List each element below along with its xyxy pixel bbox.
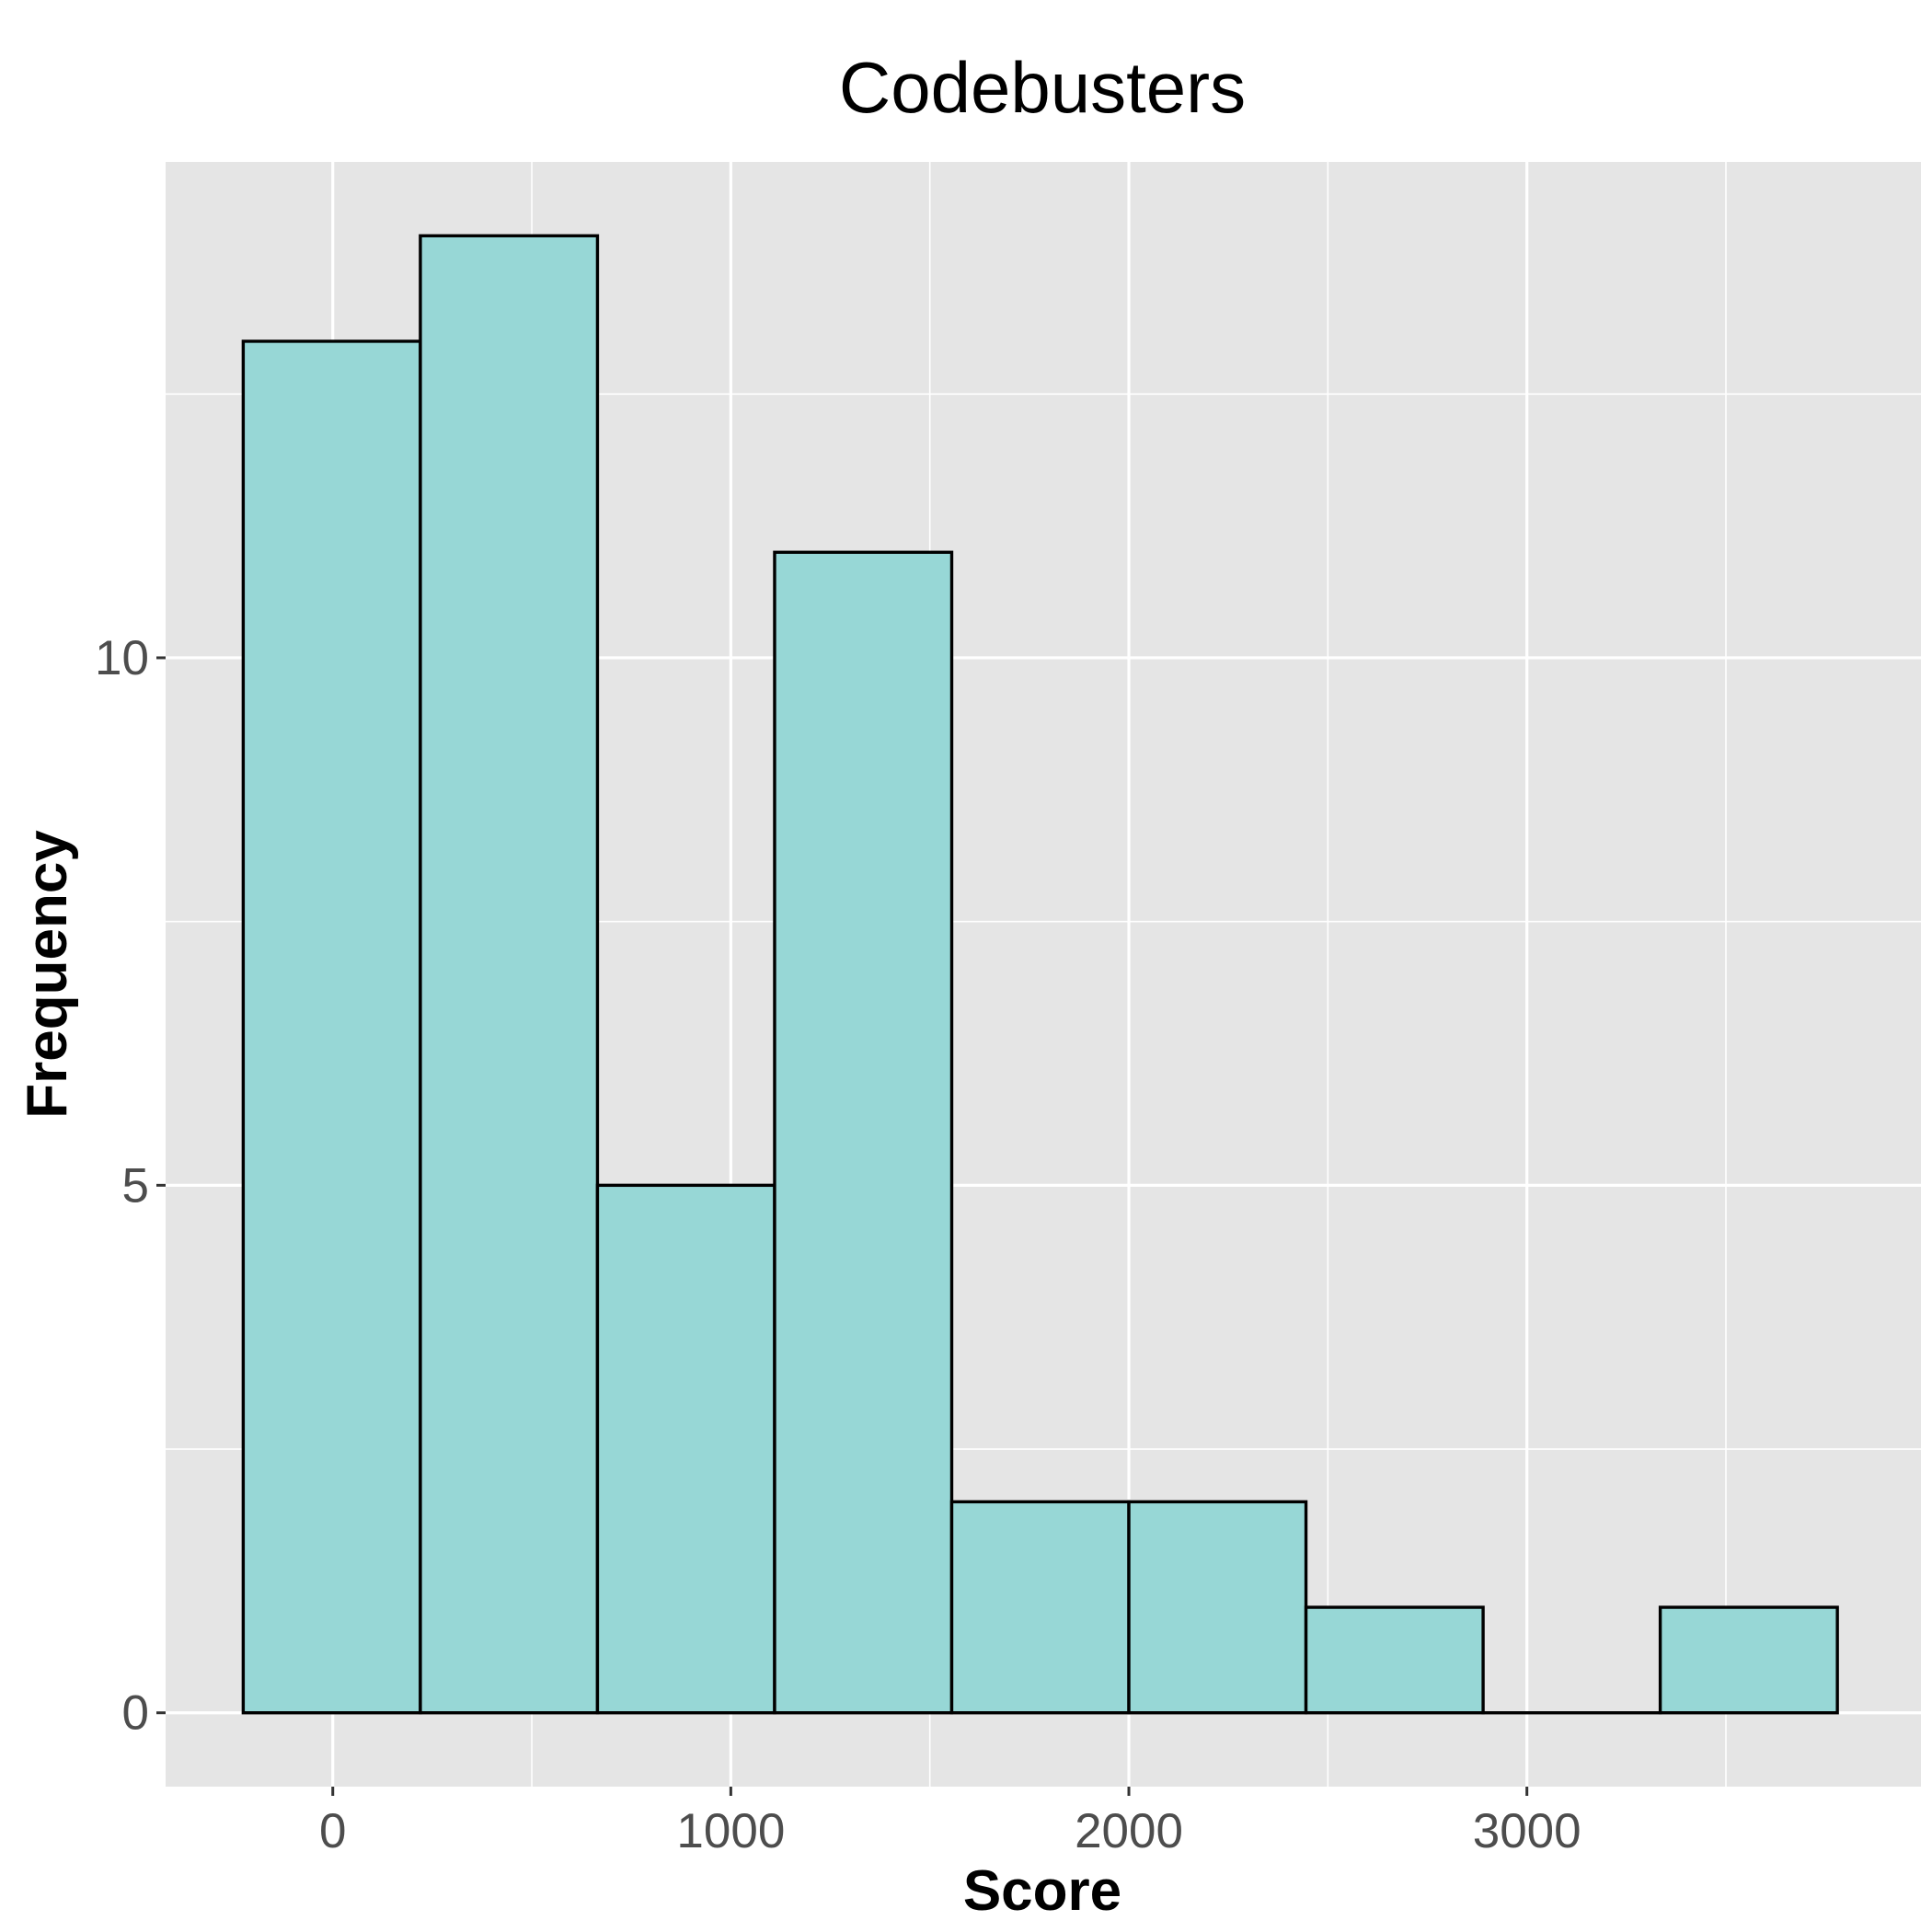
histogram-bar [1304, 1605, 1485, 1715]
x-tick-label: 3000 [1473, 1804, 1581, 1858]
x-tick-label: 0 [319, 1804, 346, 1858]
y-axis-title: Frequency [16, 830, 79, 1119]
histogram-bars [241, 234, 1839, 1715]
histogram-bar [419, 234, 600, 1715]
x-axis-title: Score [963, 1859, 1121, 1923]
x-axis: 0 1000 2000 3000 [319, 1787, 1581, 1858]
histogram-bar [595, 1183, 776, 1715]
y-axis: 0 5 10 [95, 631, 166, 1741]
x-tick-label: 2000 [1075, 1804, 1183, 1858]
histogram-bar [241, 339, 422, 1715]
histogram-bar [1658, 1605, 1839, 1715]
histogram-bar [949, 1500, 1131, 1715]
x-tick-label: 1000 [676, 1804, 785, 1858]
histogram-bar [1127, 1500, 1308, 1715]
histogram-bar [773, 550, 954, 1715]
chart-title: Codebusters [839, 47, 1246, 128]
y-tick-label: 0 [122, 1686, 149, 1741]
y-tick-label: 10 [95, 631, 149, 685]
y-tick-label: 5 [122, 1158, 149, 1213]
